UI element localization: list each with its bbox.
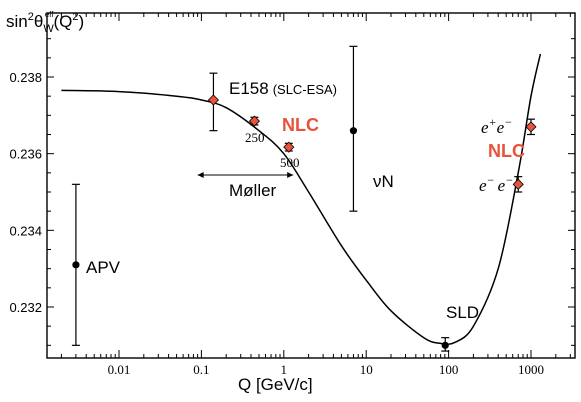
- x-tick-label: 10: [360, 362, 373, 377]
- nlc-250-point: [248, 115, 260, 127]
- moller-label: Møller: [229, 181, 277, 200]
- y-tick-label: 0.234: [9, 223, 42, 238]
- apv-point: [72, 261, 80, 269]
- y-tick-label: 0.238: [9, 70, 42, 85]
- x-axis-title: Q [GeV/c]: [238, 375, 313, 394]
- e158-point: [207, 94, 220, 106]
- y-axis-title: sin2θWeff(Q2): [6, 10, 84, 35]
- x-axis: 0.01 0.1 1 10 100 1000: [60, 13, 571, 377]
- e-e--point: [512, 178, 524, 190]
- nlc-500-label: 500: [280, 155, 300, 170]
- prediction-curve: [61, 53, 542, 345]
- x-tick-label: 100: [439, 362, 459, 377]
- e158-label: E158 (SLC-ESA): [229, 79, 337, 98]
- nlc-500-point: [283, 141, 295, 153]
- nlc-250-label: 250: [245, 130, 265, 145]
- plot-frame: [46, 12, 576, 359]
- nlc-right-label: NLC: [488, 141, 525, 161]
- x-tick-label: 0.1: [193, 362, 209, 377]
- x-tick-label: 1: [281, 362, 288, 377]
- x-tick-label: 1000: [518, 362, 544, 377]
- sld-label: SLD: [446, 303, 479, 322]
- -n-point: [349, 127, 358, 135]
- nlc-left-label: NLC: [282, 115, 319, 135]
- sld-point: [441, 341, 449, 349]
- nuN-label: νN: [373, 172, 394, 191]
- epem-label: e+e−: [481, 115, 512, 137]
- moller-range-arrow: [197, 172, 294, 178]
- x-tick-label: 0.01: [108, 362, 131, 377]
- data-points: [71, 45, 537, 352]
- apv-label: APV: [86, 258, 121, 277]
- emem-label: e− e−: [479, 173, 513, 195]
- y-tick-label: 0.236: [9, 147, 42, 162]
- e-e--point: [525, 121, 537, 133]
- y-axis: 0.232 0.234 0.236 0.238: [9, 38, 575, 346]
- y-tick-label: 0.232: [9, 300, 42, 315]
